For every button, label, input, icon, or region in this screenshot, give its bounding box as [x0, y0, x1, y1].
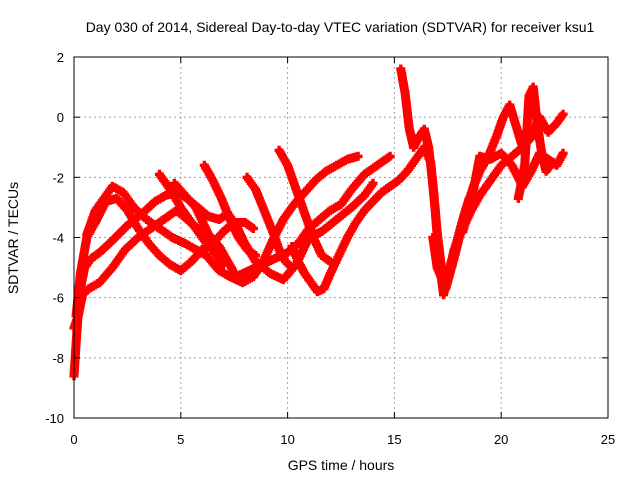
x-tick-label: 0 [70, 432, 77, 447]
series-markers [82, 151, 363, 288]
data-series-sat-track-6 [169, 178, 226, 267]
data-series-sat-track-7 [199, 160, 261, 260]
series-markers [396, 64, 568, 294]
series-markers [199, 160, 261, 260]
x-tick-label: 10 [280, 432, 294, 447]
y-tick-label: 0 [57, 110, 64, 125]
data-series-sat-track-9 [274, 145, 335, 267]
y-tick-label: -10 [45, 411, 64, 426]
data-series-sat-track-13 [513, 82, 557, 203]
axis-ticks [73, 56, 609, 419]
data-series-sat-track-11 [396, 64, 568, 294]
y-tick-label: -2 [52, 170, 64, 185]
x-tick-label: 15 [387, 432, 401, 447]
y-tick-label: -8 [52, 351, 64, 366]
data-series-sat-track-14 [428, 193, 474, 288]
series-markers [274, 145, 335, 267]
x-tick-label: 20 [494, 432, 508, 447]
y-tick-label: -6 [52, 291, 64, 306]
y-tick-label: -4 [52, 231, 64, 246]
series-markers [169, 178, 226, 267]
data-series-sat-track-4 [82, 151, 363, 288]
data-series-group [69, 64, 568, 381]
series-markers [513, 82, 557, 203]
series-markers [428, 193, 474, 288]
y-tick-label: 2 [57, 50, 64, 65]
y-tick-labels: -10 -8 -6 -4 -2 0 2 [45, 50, 64, 426]
y-axis-label: SDTVAR / TECUs [5, 182, 21, 294]
x-axis-label: GPS time / hours [288, 457, 395, 473]
series-markers [242, 172, 297, 273]
x-tick-label: 25 [601, 432, 615, 447]
x-tick-label: 5 [177, 432, 184, 447]
data-series-sat-track-8 [242, 172, 297, 273]
x-tick-labels: 0 5 10 15 20 25 [70, 432, 615, 447]
chart-title: Day 030 of 2014, Sidereal Day-to-day VTE… [86, 19, 595, 35]
